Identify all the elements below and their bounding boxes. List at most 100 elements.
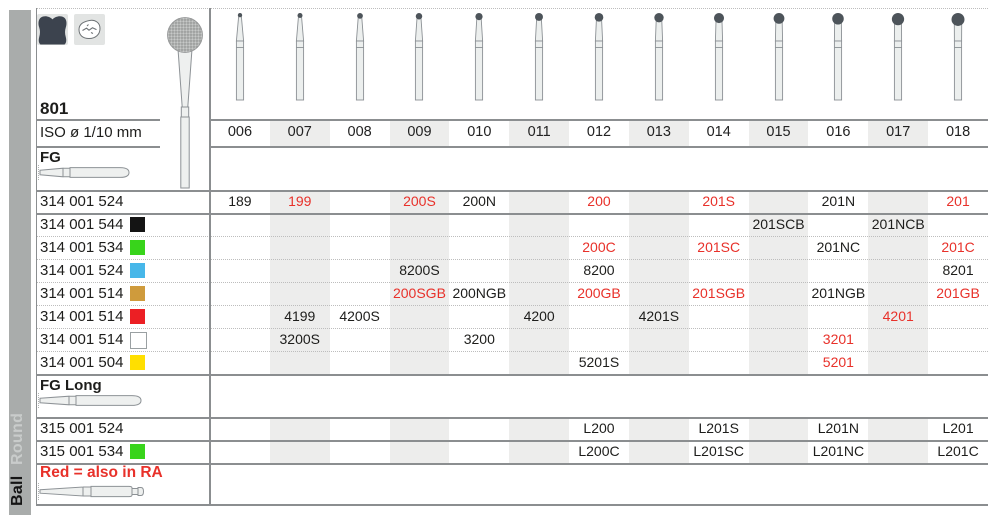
- value-cell: L200C: [578, 443, 620, 459]
- value-cell: 3200: [463, 331, 495, 347]
- subcategory-label: Round: [9, 412, 26, 466]
- ra-shank-icon: [38, 483, 149, 500]
- row-code: 315 001 524: [40, 420, 124, 437]
- value-cell: 200S: [403, 193, 436, 209]
- value-cell: 4199: [284, 308, 316, 324]
- size-header-017: 017: [886, 124, 911, 140]
- size-header-014: 014: [706, 124, 731, 140]
- category-strip: Round Ball: [9, 10, 31, 515]
- value-cell: 201S: [702, 193, 736, 209]
- table-left-border: [36, 8, 37, 505]
- value-cell: 201SGB: [692, 285, 746, 301]
- row-divider-dotted: [36, 282, 988, 283]
- value-cell: 4201: [882, 308, 914, 324]
- value-cell: 8201: [942, 262, 974, 278]
- value-cell: L201SC: [693, 443, 744, 459]
- grit-color-swatch-white: [130, 332, 147, 349]
- value-cell: 5201: [822, 354, 854, 370]
- value-cell: 201N: [821, 193, 856, 209]
- bur-illustration-012: [594, 13, 604, 101]
- value-cell: 201C: [941, 239, 975, 255]
- row-code: 314 001 514: [40, 285, 124, 302]
- value-cell: 8200S: [399, 262, 440, 278]
- bur-illustration-013: [654, 13, 664, 101]
- bur-illustration-010: [475, 13, 484, 101]
- occlusal-surface-icon: [74, 14, 105, 45]
- size-header-016: 016: [826, 124, 851, 140]
- figure-number: 801: [40, 99, 69, 118]
- value-cell: L200: [583, 420, 615, 436]
- bur-illustration-015: [773, 13, 784, 101]
- value-cell: 4200: [523, 308, 555, 324]
- red-footnote: Red = also in RA: [40, 464, 163, 481]
- bur-illustration-011: [535, 13, 544, 101]
- column-stripe: [269, 119, 330, 146]
- value-cell: 200: [587, 193, 611, 209]
- row-code: 314 001 524: [40, 262, 124, 279]
- size-header-011: 011: [527, 124, 551, 140]
- grit-color-swatch-green: [130, 444, 145, 459]
- iso-diameter-label: ISO ø 1/10 mm: [40, 124, 142, 141]
- bur-photo-801: [160, 10, 210, 189]
- size-header-013: 013: [646, 124, 671, 140]
- column-stripe: [628, 119, 689, 146]
- value-cell: 201NCB: [871, 216, 925, 232]
- bur-illustration-018: [951, 13, 965, 101]
- row-divider-dotted: [36, 259, 988, 260]
- grit-color-swatch-yellow: [130, 355, 145, 370]
- row-divider-dotted: [36, 328, 988, 329]
- size-header-009: 009: [407, 124, 432, 140]
- value-cell: 201: [946, 193, 970, 209]
- value-cell: 3200S: [279, 331, 320, 347]
- row-code: 314 001 534: [40, 239, 124, 256]
- bur-illustration-017: [892, 13, 905, 101]
- row-divider: [36, 213, 988, 215]
- value-cell: 200N: [462, 193, 497, 209]
- bur-illustration-009: [415, 13, 424, 101]
- section-label-fg-long: FG Long: [40, 377, 102, 394]
- value-cell: 5201S: [578, 354, 620, 370]
- row-divider: [36, 374, 988, 376]
- grit-color-swatch-blue: [130, 263, 145, 278]
- size-header-006: 006: [227, 124, 253, 140]
- row-divider: [36, 417, 988, 419]
- row-divider: [36, 463, 988, 465]
- column-stripe: [748, 119, 809, 146]
- value-cell: 201NGB: [811, 285, 866, 301]
- value-cell: L201C: [937, 443, 979, 459]
- value-cell: 189: [228, 193, 252, 209]
- value-cell: 3201: [822, 331, 854, 347]
- value-cell: L201S: [698, 420, 739, 436]
- value-cell: 201GB: [936, 285, 980, 301]
- row-divider: [36, 190, 988, 192]
- size-header-010: 010: [467, 124, 492, 140]
- bur-illustration-007: [295, 13, 304, 101]
- row-code: 314 001 514: [40, 331, 124, 348]
- value-cell: 4200S: [339, 308, 380, 324]
- grit-color-swatch-green: [130, 240, 145, 255]
- row-code: 314 001 544: [40, 216, 124, 233]
- size-header-018: 018: [945, 124, 971, 140]
- row-divider-dotted: [36, 236, 988, 237]
- row-divider-dotted: [36, 305, 988, 306]
- bur-illustration-016: [832, 13, 845, 101]
- value-cell: L201NC: [812, 443, 865, 459]
- row-divider-dotted: [36, 351, 988, 352]
- molar-crown-glyph: [38, 16, 67, 45]
- row-divider: [36, 504, 988, 506]
- value-cell: 200NGB: [452, 285, 507, 301]
- fg-shank-icon: [38, 165, 131, 180]
- size-header-007: 007: [287, 124, 312, 140]
- bur-illustration-006: [235, 13, 245, 101]
- row-divider: [36, 146, 988, 148]
- row-divider-dotted: [36, 8, 988, 9]
- value-cell: L201N: [817, 420, 859, 436]
- value-cell: 8200: [583, 262, 615, 278]
- value-cell: 201SCB: [752, 216, 805, 232]
- bur-illustration-014: [713, 13, 724, 101]
- molar-crown-icon: [37, 14, 68, 45]
- fg-long-shank-icon: [38, 393, 143, 408]
- value-cell: 201SC: [697, 239, 741, 255]
- value-cell: 200SGB: [392, 285, 446, 301]
